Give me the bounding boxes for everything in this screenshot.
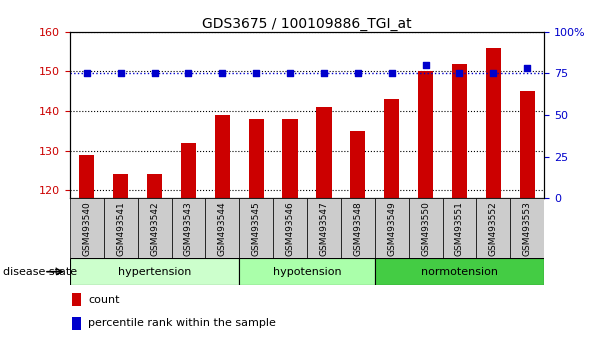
Bar <box>79 155 94 198</box>
Bar <box>273 198 307 258</box>
Bar <box>486 48 501 198</box>
Bar <box>240 258 375 285</box>
Point <box>488 71 498 76</box>
Bar <box>181 143 196 198</box>
Text: GSM493546: GSM493546 <box>286 201 295 256</box>
Bar <box>418 72 434 198</box>
Bar <box>249 119 264 198</box>
Bar <box>477 198 510 258</box>
Text: hypertension: hypertension <box>118 267 192 277</box>
Text: GSM493550: GSM493550 <box>421 201 430 256</box>
Text: percentile rank within the sample: percentile rank within the sample <box>88 319 276 329</box>
Text: GSM493548: GSM493548 <box>353 201 362 256</box>
Bar <box>443 198 477 258</box>
Bar <box>452 64 467 198</box>
Text: hypotension: hypotension <box>273 267 341 277</box>
Bar <box>375 198 409 258</box>
Bar <box>316 107 331 198</box>
Bar <box>510 198 544 258</box>
Title: GDS3675 / 100109886_TGI_at: GDS3675 / 100109886_TGI_at <box>202 17 412 31</box>
Text: GSM493541: GSM493541 <box>116 201 125 256</box>
Text: GSM493543: GSM493543 <box>184 201 193 256</box>
Bar <box>283 119 298 198</box>
Point <box>421 62 430 68</box>
Point <box>116 71 126 76</box>
Point <box>353 71 363 76</box>
Bar <box>240 198 273 258</box>
Text: GSM493551: GSM493551 <box>455 201 464 256</box>
Text: GSM493549: GSM493549 <box>387 201 396 256</box>
Text: GSM493542: GSM493542 <box>150 201 159 256</box>
Point <box>285 71 295 76</box>
Text: normotension: normotension <box>421 267 498 277</box>
Bar <box>409 198 443 258</box>
Point <box>184 71 193 76</box>
Point <box>387 71 396 76</box>
Bar <box>384 99 399 198</box>
Point <box>319 71 329 76</box>
Bar <box>350 131 365 198</box>
Point <box>455 71 465 76</box>
Text: GSM493553: GSM493553 <box>523 201 532 256</box>
Point <box>150 71 159 76</box>
Bar <box>72 293 81 306</box>
Bar <box>104 198 137 258</box>
Bar <box>206 198 240 258</box>
Bar <box>341 198 375 258</box>
Point <box>82 71 92 76</box>
Bar <box>72 317 81 330</box>
Bar <box>375 258 544 285</box>
Bar <box>520 91 535 198</box>
Bar <box>70 258 240 285</box>
Text: GSM493545: GSM493545 <box>252 201 261 256</box>
Bar <box>137 198 171 258</box>
Text: GSM493552: GSM493552 <box>489 201 498 256</box>
Bar <box>171 198 206 258</box>
Text: disease state: disease state <box>3 267 77 277</box>
Bar <box>307 198 341 258</box>
Bar <box>215 115 230 198</box>
Text: GSM493544: GSM493544 <box>218 201 227 256</box>
Bar <box>113 175 128 198</box>
Text: GSM493547: GSM493547 <box>319 201 328 256</box>
Text: count: count <box>88 295 119 304</box>
Bar <box>147 175 162 198</box>
Bar <box>70 198 104 258</box>
Point <box>251 71 261 76</box>
Point <box>522 65 532 71</box>
Text: GSM493540: GSM493540 <box>82 201 91 256</box>
Point <box>218 71 227 76</box>
